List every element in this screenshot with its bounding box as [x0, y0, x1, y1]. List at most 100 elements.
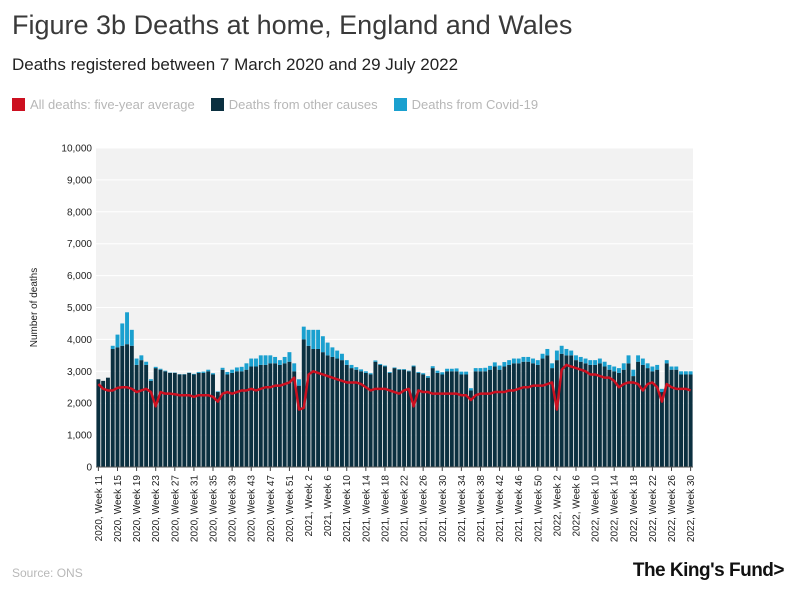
bar-covid: [268, 355, 273, 364]
bar-covid: [354, 367, 359, 370]
bar-covid: [626, 355, 631, 364]
bar-other-causes: [679, 374, 684, 467]
x-tick-label: 2021, Week 18: [380, 475, 391, 543]
bar-other-causes: [282, 363, 287, 467]
bar-covid: [574, 355, 578, 361]
bar-covid: [363, 371, 368, 373]
bar-other-causes: [640, 364, 645, 467]
bar-covid: [201, 371, 206, 373]
bar-other-causes: [631, 376, 636, 467]
bar-other-causes: [177, 374, 182, 467]
x-tick-label: 2020, Week 47: [266, 475, 277, 543]
bar-other-causes: [129, 345, 134, 467]
bar-other-causes: [254, 366, 258, 467]
bar-covid: [645, 363, 650, 369]
bar-covid: [669, 366, 674, 370]
bar-other-causes: [96, 379, 101, 467]
bar-covid: [607, 364, 612, 370]
bar-covid: [244, 363, 249, 370]
bar-other-causes: [258, 364, 263, 467]
bar-covid: [593, 360, 598, 365]
bar-other-causes: [297, 385, 301, 467]
bar-covid: [674, 366, 679, 370]
x-tick-label: 2020, Week 31: [189, 475, 200, 543]
x-tick-label: 2020, Week 11: [94, 475, 105, 542]
bar-other-causes: [363, 372, 368, 467]
bar-other-causes: [621, 369, 626, 467]
bar-covid: [196, 371, 201, 373]
x-tick-label: 2022, Week 18: [629, 475, 640, 543]
bar-other-causes: [435, 372, 440, 467]
bar-other-causes: [168, 372, 172, 467]
bar-covid: [287, 352, 292, 362]
bar-covid: [535, 360, 540, 365]
bar-other-causes: [612, 371, 617, 467]
bar-covid: [492, 362, 497, 367]
legend-item-other[interactable]: Deaths from other causes: [210, 97, 378, 112]
bar-covid: [134, 358, 139, 365]
legend-item-average[interactable]: All deaths: five-year average: [12, 97, 195, 112]
bar-other-causes: [645, 368, 650, 467]
y-tick-label: 3,000: [67, 367, 92, 378]
bar-other-causes: [354, 369, 359, 467]
bar-covid: [282, 356, 287, 364]
y-axis-title: Number of deaths: [29, 268, 40, 348]
bar-covid: [559, 345, 564, 354]
x-tick-label: 2020, Week 27: [170, 475, 181, 543]
bar-other-causes: [153, 368, 158, 467]
bar-covid: [655, 364, 660, 370]
bar-other-causes: [578, 361, 583, 467]
bar-other-causes: [134, 364, 139, 467]
bar-other-causes: [507, 364, 512, 467]
bar-covid: [330, 347, 335, 357]
bar-other-causes: [225, 374, 230, 467]
x-tick-label: 2021, Week 6: [323, 475, 334, 537]
bar-covid: [688, 371, 693, 375]
bar-other-causes: [306, 345, 311, 467]
bar-other-causes: [320, 352, 325, 467]
bar-other-causes: [206, 371, 211, 467]
bar-other-causes: [335, 358, 340, 467]
bar-covid: [110, 345, 115, 349]
bar-other-causes: [234, 371, 239, 467]
bar-other-causes: [626, 363, 631, 467]
bar-covid: [311, 329, 316, 349]
bar-other-causes: [387, 372, 392, 467]
bar-covid: [153, 366, 158, 369]
bar-other-causes: [583, 363, 588, 467]
bar-other-causes: [340, 360, 344, 467]
bar-other-causes: [511, 363, 516, 467]
bar-other-causes: [473, 371, 478, 467]
bar-other-causes: [239, 371, 244, 467]
bar-other-causes: [502, 366, 507, 467]
bar-covid: [531, 358, 535, 364]
bar-other-causes: [617, 372, 621, 467]
five-year-average-line: [97, 363, 692, 411]
bar-covid: [602, 361, 607, 367]
bar-other-causes: [292, 371, 297, 467]
bar-other-causes: [120, 345, 125, 467]
bar-covid: [206, 369, 211, 372]
legend-label-average: All deaths: five-year average: [30, 97, 195, 112]
bar-covid: [435, 370, 440, 373]
bar-covid: [211, 373, 215, 375]
chart-subtitle: Deaths registered between 7 March 2020 a…: [12, 55, 459, 74]
x-tick-label: 2020, Week 15: [113, 475, 124, 543]
x-tick-label: 2021, Week 42: [495, 475, 506, 543]
y-tick-label: 9,000: [67, 175, 92, 186]
bar-other-causes: [277, 364, 282, 467]
bar-other-causes: [516, 363, 521, 467]
bar-covid: [292, 363, 297, 372]
bar-other-causes: [148, 380, 153, 467]
legend-item-covid[interactable]: Deaths from Covid-19: [393, 97, 538, 112]
bar-other-causes: [187, 372, 192, 467]
x-tick-label: 2022, Week 10: [591, 475, 602, 543]
bar-covid: [411, 365, 416, 367]
bar-covid: [144, 361, 149, 365]
bar-covid: [129, 329, 134, 346]
bar-other-causes: [101, 380, 106, 467]
bar-covid: [220, 367, 225, 370]
bar-covid: [382, 365, 387, 367]
bar-other-causes: [163, 371, 168, 467]
bar-other-causes: [588, 364, 593, 467]
